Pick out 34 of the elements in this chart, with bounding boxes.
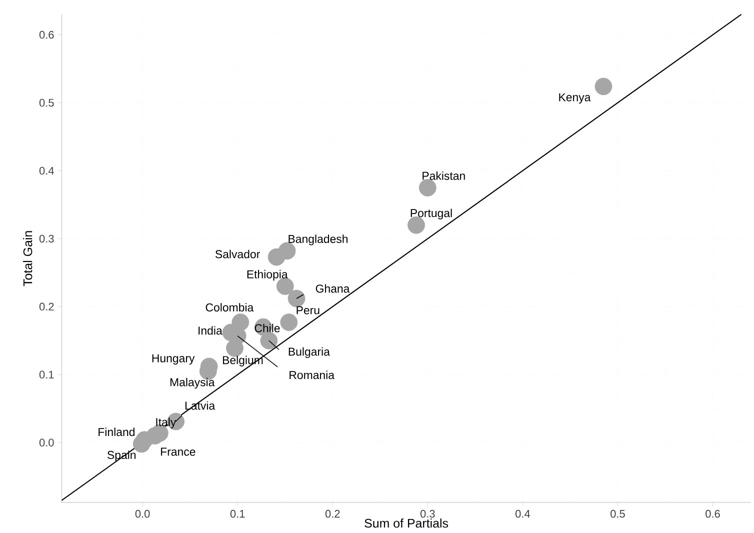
- annotation: Ethiopia: [247, 270, 288, 281]
- annotation: Portugal: [410, 208, 452, 220]
- y-tick-label: 0.2: [39, 302, 54, 311]
- x-tick-label: 0.5: [610, 510, 625, 518]
- annotation: Pakistan: [422, 172, 465, 180]
- annotation: Italy: [156, 418, 176, 428]
- annotation: Chile: [254, 324, 280, 332]
- annotation: Romania: [290, 370, 335, 380]
- x-tick-label: 0.0: [135, 510, 150, 518]
- annotation: Bangladesh: [288, 234, 348, 246]
- y-tick-label: 0.0: [39, 438, 54, 446]
- annotation: India: [198, 326, 222, 335]
- x-axis-title: Sum of Partials: [364, 518, 448, 528]
- x-tick-label: 0.4: [516, 510, 530, 518]
- y-axis-title: Total Gain: [23, 231, 32, 286]
- annotation: Finland: [98, 428, 134, 436]
- x-tick-label: 0.1: [230, 510, 245, 518]
- x-tick-label: 0.3: [420, 510, 435, 518]
- annotation: Ghana: [316, 284, 350, 293]
- annotation: Peru: [296, 306, 320, 314]
- x-tick-label: 0.6: [706, 510, 720, 518]
- annotation: Salvador: [215, 250, 260, 258]
- y-tick-label: 0.3: [39, 234, 54, 243]
- annotation: Colombia: [206, 303, 254, 312]
- x-tick-label: 0.2: [325, 510, 340, 518]
- annotation: Kenya: [559, 93, 591, 104]
- y-tick-label: 0.1: [39, 370, 54, 379]
- annotation: Bulgaria: [288, 347, 330, 358]
- y-tick-label: 0.5: [39, 98, 54, 107]
- annotation: Malaysia: [170, 378, 215, 389]
- y-tick-label: 0.4: [39, 166, 54, 175]
- y-tick-label: 0.6: [39, 30, 54, 39]
- annotation: Hungary: [152, 354, 195, 365]
- annotation: France: [161, 448, 196, 456]
